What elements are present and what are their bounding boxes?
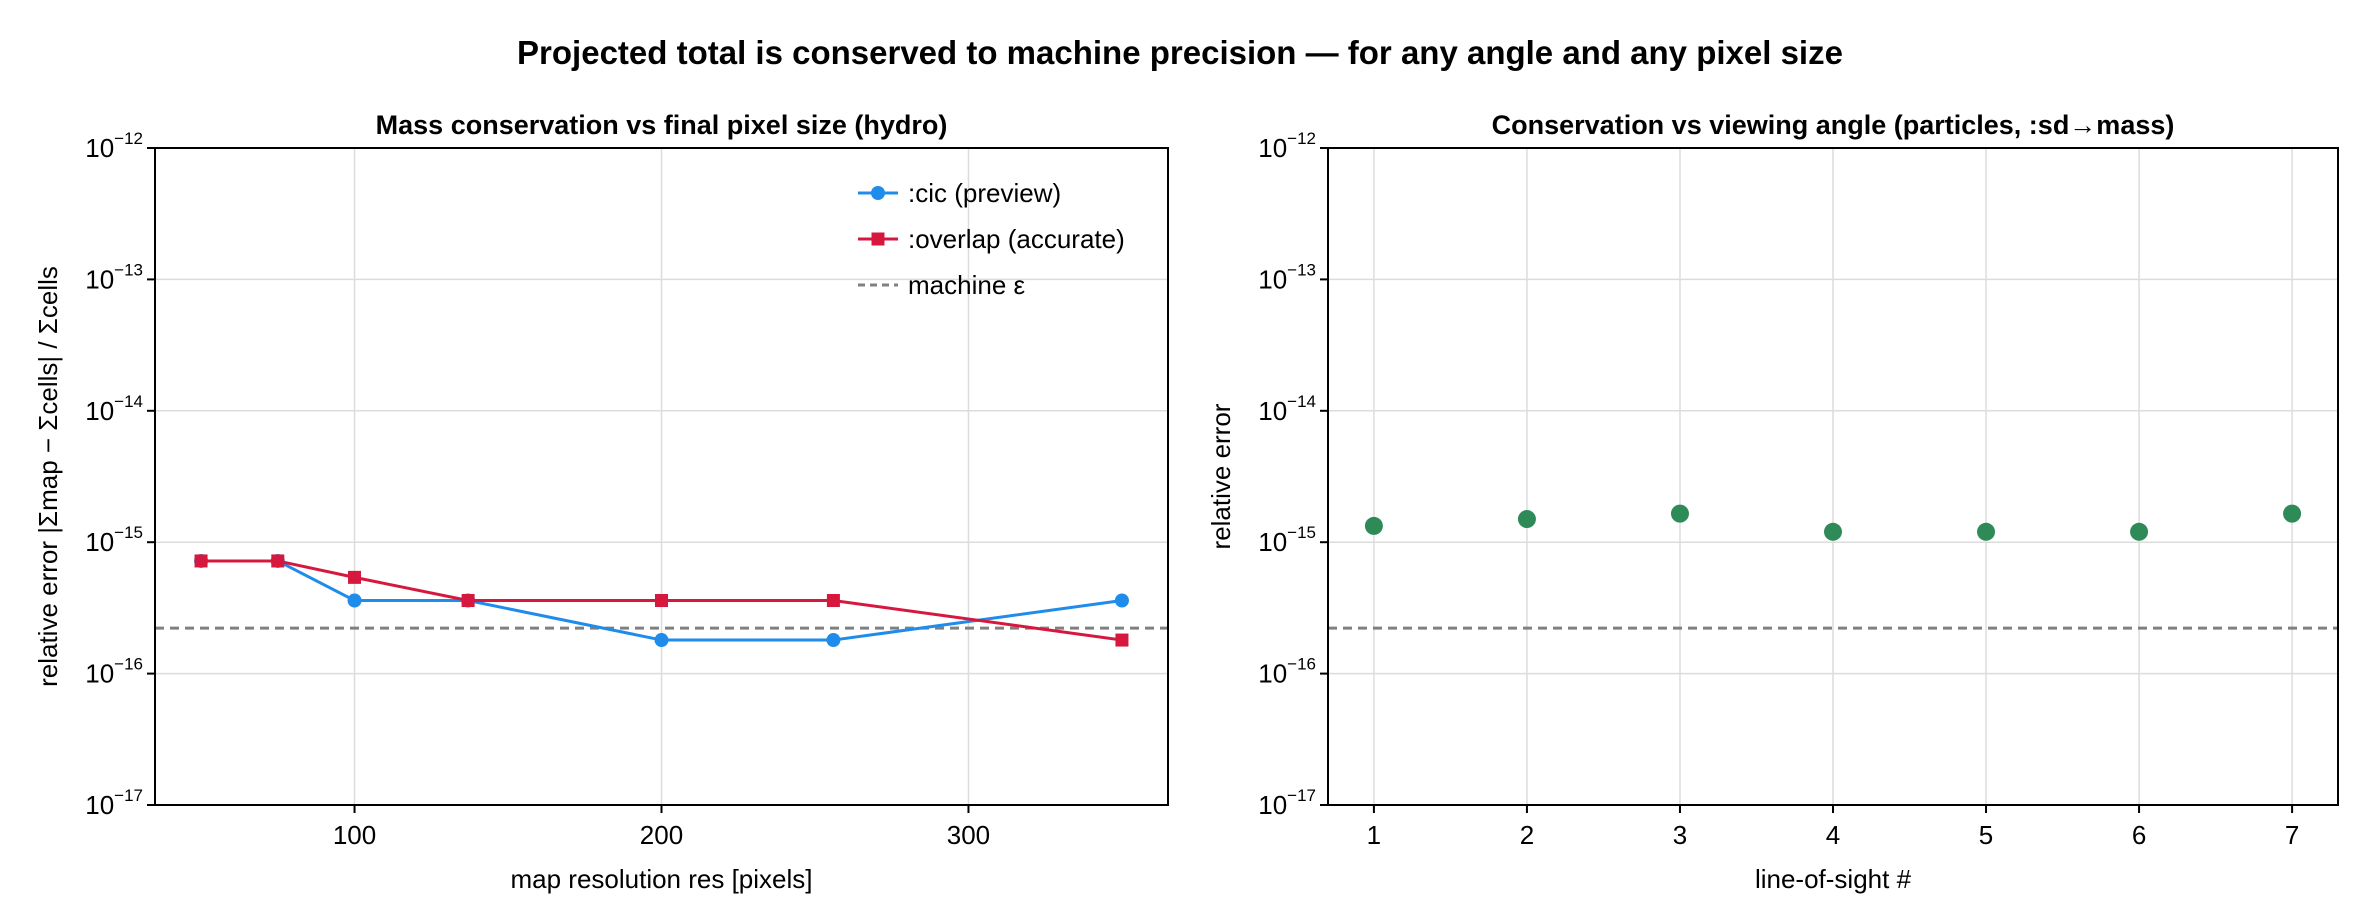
x-tick-label: 6 <box>2132 820 2146 850</box>
gridlines <box>1328 147 2338 806</box>
legend: :cic (preview) :overlap (accurate) machine… <box>858 178 1125 300</box>
y-tick-exponent: −12 <box>1287 129 1316 148</box>
data-point <box>2130 522 2149 541</box>
y-tick-exponent: −13 <box>1287 260 1316 279</box>
legend-label: :cic (preview) <box>908 178 1061 208</box>
y-tick-base: 10 <box>85 264 114 294</box>
y-tick-exponent: −16 <box>1287 655 1316 674</box>
data-point <box>1824 522 1842 541</box>
data-point <box>2283 504 2302 523</box>
x-tick-label: 4 <box>1826 820 1840 850</box>
x-tick-label: 3 <box>1673 820 1687 850</box>
legend-label: machine ε <box>908 270 1025 300</box>
y-tick-label: 10−17 <box>85 786 143 820</box>
panel-title: Conservation vs viewing angle (particles… <box>1492 110 2175 140</box>
data-point-square <box>271 554 285 568</box>
y-tick-label: 10−17 <box>1258 786 1316 820</box>
y-tick-base: 10 <box>1258 659 1287 689</box>
y-tick-label: 10−12 <box>1258 129 1316 163</box>
y-tick-exponent: −12 <box>114 129 143 148</box>
x-tick-label: 5 <box>1979 820 1993 850</box>
y-tick-base: 10 <box>85 527 114 557</box>
y-tick-exponent: −16 <box>114 655 143 674</box>
y-tick-base: 10 <box>85 659 114 689</box>
y-tick-exponent: −17 <box>1287 786 1316 805</box>
y-tick-exponent: −14 <box>1287 392 1316 411</box>
y-tick-base: 10 <box>1258 264 1287 294</box>
panel-viewing-angle: Conservation vs viewing angle (particles… <box>1206 110 2339 894</box>
x-axis-label: line-of-sight # <box>1755 864 1912 894</box>
y-tick-exponent: −14 <box>114 392 143 411</box>
panel-title: Mass conservation vs final pixel size (h… <box>376 110 948 140</box>
data-point <box>1517 510 1536 529</box>
x-tick-label: 7 <box>2285 820 2299 850</box>
data-point-square <box>1115 633 1129 647</box>
data-point <box>654 633 669 648</box>
data-point-square <box>194 554 208 568</box>
y-axis-label: relative error <box>1206 403 1236 549</box>
legend-marker <box>871 232 885 246</box>
data-point <box>1670 504 1689 523</box>
data-point-square <box>461 594 475 608</box>
y-tick-base: 10 <box>1258 133 1287 163</box>
legend-label: :overlap (accurate) <box>908 224 1125 254</box>
y-tick-label: 10−16 <box>85 655 143 689</box>
data-point <box>1114 593 1129 608</box>
y-tick-label: 10−13 <box>1258 260 1316 294</box>
y-tick-base: 10 <box>1258 527 1287 557</box>
y-tick-label: 10−12 <box>85 129 143 163</box>
y-axis-label: relative error |Σmap − Σcells| / Σcells <box>33 266 63 687</box>
y-tick-base: 10 <box>1258 790 1287 820</box>
y-tick-label: 10−16 <box>1258 655 1316 689</box>
data-point <box>347 593 362 608</box>
data-point <box>826 633 841 648</box>
x-tick-label: 2 <box>1520 820 1534 850</box>
figure-title: Projected total is conserved to machine … <box>517 34 1843 71</box>
y-tick-base: 10 <box>85 790 114 820</box>
y-tick-label: 10−14 <box>85 392 143 426</box>
data-point-square <box>826 594 840 608</box>
y-tick-base: 10 <box>85 396 114 426</box>
y-tick-base: 10 <box>85 133 114 163</box>
x-tick-label: 100 <box>333 820 376 850</box>
data-point <box>1977 522 1996 541</box>
x-axis-label: map resolution res [pixels] <box>510 864 812 894</box>
legend-marker <box>871 186 885 200</box>
data-point-square <box>655 594 668 608</box>
x-tick-label: 300 <box>947 820 990 850</box>
y-tick-base: 10 <box>1258 396 1287 426</box>
y-tick-label: 10−13 <box>85 260 143 294</box>
y-tick-exponent: −13 <box>114 260 143 279</box>
y-tick-label: 10−15 <box>1258 523 1316 557</box>
data-point-square <box>348 570 362 584</box>
data-point <box>1364 516 1383 535</box>
y-tick-exponent: −15 <box>114 523 143 542</box>
panel-resolution: Mass conservation vs final pixel size (h… <box>33 110 1169 894</box>
y-tick-exponent: −15 <box>1287 523 1316 542</box>
y-tick-label: 10−15 <box>85 523 143 557</box>
x-tick-label: 200 <box>640 820 683 850</box>
y-tick-label: 10−14 <box>1258 392 1316 426</box>
x-tick-label: 1 <box>1367 820 1381 850</box>
y-tick-exponent: −17 <box>114 786 143 805</box>
